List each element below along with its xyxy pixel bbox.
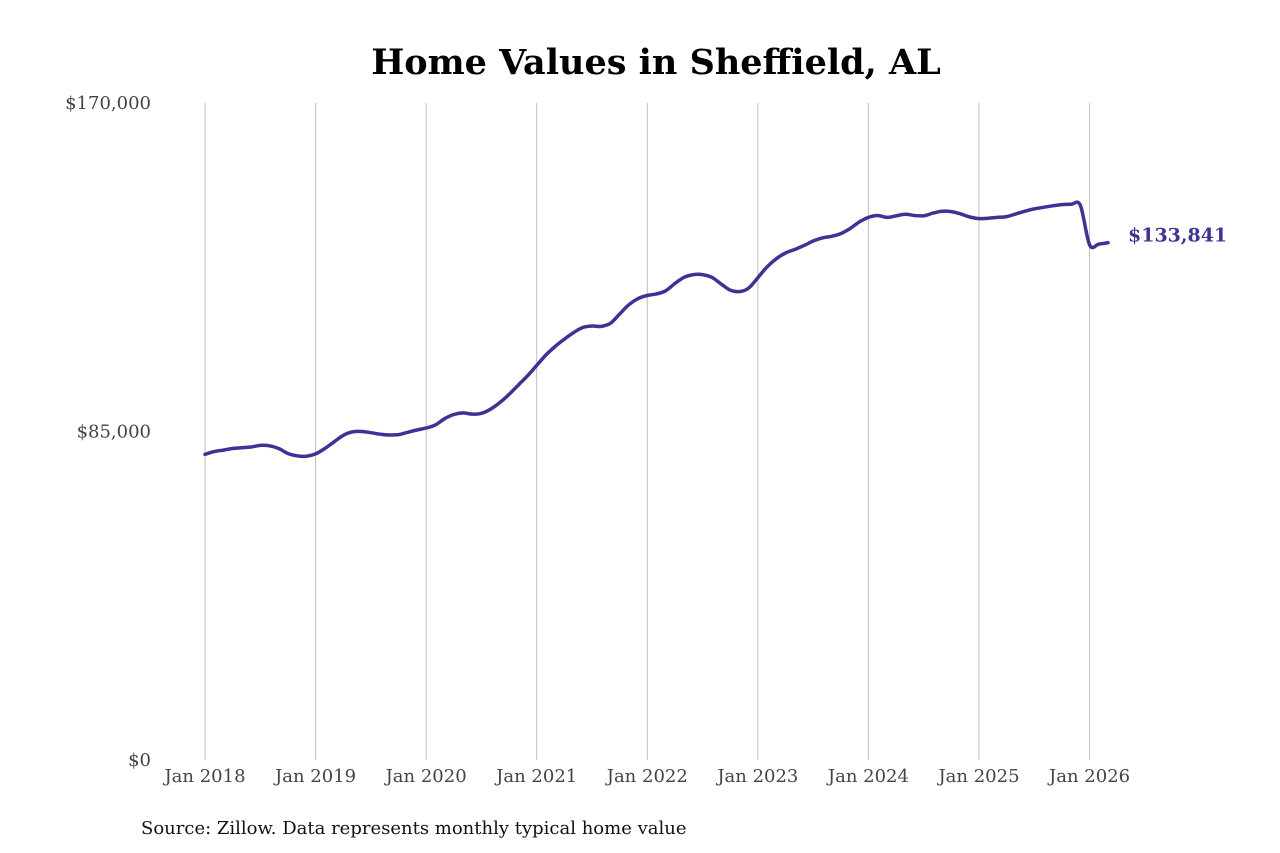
y-axis-tick-labels: $0 $85,000 $170,000 xyxy=(65,93,151,771)
x-tick-label: Jan 2023 xyxy=(715,766,798,787)
x-axis-tick-labels: Jan 2018 Jan 2019 Jan 2020 Jan 2021 Jan 2022… xyxy=(162,766,1130,787)
x-tick-label: Jan 2020 xyxy=(384,766,467,787)
latest-value-label: $133,841 xyxy=(1128,225,1227,247)
home-value-series-line xyxy=(203,200,1110,459)
y-tick-label: $170,000 xyxy=(65,93,151,114)
source-note: Source: Zillow. Data represents monthly … xyxy=(141,818,687,839)
x-tick-label: Jan 2019 xyxy=(273,766,356,787)
x-tick-label: Jan 2021 xyxy=(494,766,577,787)
x-tick-label: Jan 2018 xyxy=(162,766,245,787)
vertical-gridlines xyxy=(204,103,1091,760)
x-tick-label: Jan 2022 xyxy=(605,766,688,787)
chart-title: Home Values in Sheffield, AL xyxy=(371,42,941,83)
y-tick-label: $0 xyxy=(128,750,151,771)
x-tick-label: Jan 2026 xyxy=(1047,766,1130,787)
x-tick-label: Jan 2024 xyxy=(826,766,909,787)
x-tick-label: Jan 2025 xyxy=(936,766,1019,787)
y-tick-label: $85,000 xyxy=(77,422,151,443)
